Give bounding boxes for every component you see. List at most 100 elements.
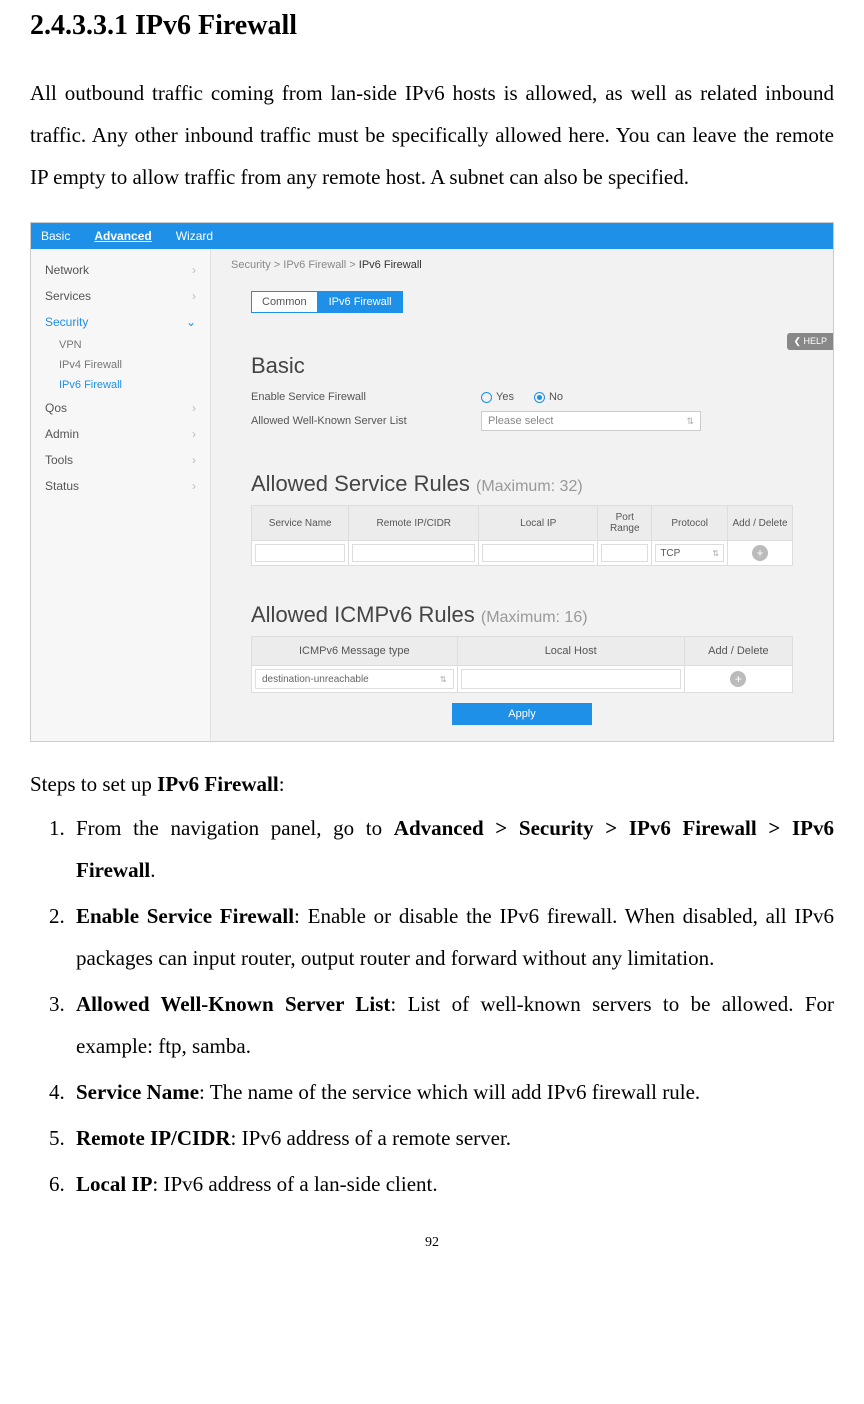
subtab-ipv6-firewall[interactable]: IPv6 Firewall bbox=[318, 291, 403, 313]
sidebar-item-qos[interactable]: Qos › bbox=[31, 395, 210, 421]
sidebar-label: Network bbox=[45, 263, 89, 277]
sidebar-sub-vpn[interactable]: VPN bbox=[31, 335, 210, 355]
icmp-rules-title: Allowed ICMPv6 Rules (Maximum: 16) bbox=[251, 602, 793, 628]
col-local-host: Local Host bbox=[457, 637, 684, 666]
sidebar-label: Services bbox=[45, 289, 91, 303]
basic-title: Basic bbox=[251, 353, 793, 379]
enable-firewall-row: Enable Service Firewall Yes No bbox=[251, 387, 793, 407]
sidebar: Network › Services › Security ⌄ VPN IPv4… bbox=[31, 249, 211, 741]
chevron-down-icon: ⌄ bbox=[186, 315, 196, 329]
step4-rest: : The name of the service which will add… bbox=[199, 1080, 700, 1104]
content-area: Security > IPv6 Firewall > IPv6 Firewall… bbox=[211, 249, 833, 741]
local-host-input[interactable] bbox=[461, 669, 681, 689]
col-icmp-add-delete: Add / Delete bbox=[684, 637, 792, 666]
steps-intro-suffix: : bbox=[279, 772, 285, 796]
allowed-list-select[interactable]: Please select ⇅ bbox=[481, 411, 701, 431]
sidebar-item-status[interactable]: Status › bbox=[31, 473, 210, 499]
step4-bold: Service Name bbox=[76, 1080, 199, 1104]
list-item: Allowed Well-Known Server List: List of … bbox=[70, 983, 834, 1067]
enable-firewall-radio-group: Yes No bbox=[481, 391, 563, 403]
select-arrows-icon: ⇅ bbox=[686, 417, 694, 426]
sidebar-label: Admin bbox=[45, 427, 79, 441]
app-body: Network › Services › Security ⌄ VPN IPv4… bbox=[31, 249, 833, 741]
sidebar-label: Status bbox=[45, 479, 79, 493]
chevron-right-icon: › bbox=[192, 289, 196, 303]
list-item: Service Name: The name of the service wh… bbox=[70, 1071, 834, 1113]
select-placeholder: Please select bbox=[488, 415, 553, 427]
sidebar-item-admin[interactable]: Admin › bbox=[31, 421, 210, 447]
help-button[interactable]: ❮ HELP bbox=[787, 333, 833, 350]
col-local-ip: Local IP bbox=[479, 506, 598, 541]
remote-ip-input[interactable] bbox=[352, 544, 475, 562]
icmp-rules-title-main: Allowed ICMPv6 Rules bbox=[251, 602, 481, 627]
breadcrumb-current: IPv6 Firewall bbox=[359, 259, 422, 271]
sidebar-label: Security bbox=[45, 315, 88, 329]
step2-bold: Enable Service Firewall bbox=[76, 904, 294, 928]
local-ip-input[interactable] bbox=[482, 544, 594, 562]
icmp-type-select[interactable]: destination-unreachable ⇅ bbox=[255, 669, 454, 689]
sidebar-item-network[interactable]: Network › bbox=[31, 257, 210, 283]
port-range-input[interactable] bbox=[601, 544, 648, 562]
sidebar-label: Qos bbox=[45, 401, 67, 415]
protocol-select[interactable]: TCP ⇅ bbox=[655, 544, 724, 562]
subtab-panel: Common IPv6 Firewall bbox=[231, 283, 813, 327]
add-rule-button[interactable]: + bbox=[752, 545, 768, 561]
select-arrows-icon: ⇅ bbox=[440, 675, 447, 684]
tab-basic[interactable]: Basic bbox=[41, 229, 70, 243]
top-nav: Basic Advanced Wizard bbox=[31, 223, 833, 249]
list-item: Remote IP/CIDR: IPv6 address of a remote… bbox=[70, 1117, 834, 1159]
steps-list: From the navigation panel, go to Advance… bbox=[30, 807, 834, 1205]
add-icmp-rule-button[interactable]: + bbox=[730, 671, 746, 687]
chevron-right-icon: › bbox=[192, 479, 196, 493]
step1-prefix: From the navigation panel, go to bbox=[76, 816, 394, 840]
tab-advanced[interactable]: Advanced bbox=[94, 229, 151, 243]
table-row: TCP ⇅ + bbox=[252, 541, 793, 566]
tab-wizard[interactable]: Wizard bbox=[176, 229, 213, 243]
service-rules-table: Service Name Remote IP/CIDR Local IP Por… bbox=[251, 505, 793, 566]
sidebar-item-security[interactable]: Security ⌄ bbox=[31, 309, 210, 335]
page-number: 92 bbox=[30, 1235, 834, 1261]
radio-yes[interactable]: Yes bbox=[481, 391, 514, 403]
service-name-input[interactable] bbox=[255, 544, 345, 562]
col-port-range: Port Range bbox=[598, 506, 652, 541]
service-rules-title-main: Allowed Service Rules bbox=[251, 471, 476, 496]
ui-screenshot: Basic Advanced Wizard Network › Services… bbox=[30, 222, 834, 742]
doc-intro-paragraph: All outbound traffic coming from lan-sid… bbox=[30, 72, 834, 198]
radio-no[interactable]: No bbox=[534, 391, 563, 403]
step6-bold: Local IP bbox=[76, 1172, 152, 1196]
sidebar-sub-ipv4-firewall[interactable]: IPv4 Firewall bbox=[31, 355, 210, 375]
col-service-name: Service Name bbox=[252, 506, 349, 541]
sub-tabs: Common IPv6 Firewall bbox=[251, 291, 793, 313]
radio-icon bbox=[534, 392, 545, 403]
radio-icon bbox=[481, 392, 492, 403]
basic-panel: Basic Enable Service Firewall Yes No bbox=[231, 339, 813, 445]
list-item: From the navigation panel, go to Advance… bbox=[70, 807, 834, 891]
step5-bold: Remote IP/CIDR bbox=[76, 1126, 231, 1150]
chevron-right-icon: › bbox=[192, 263, 196, 277]
allowed-list-row: Allowed Well-Known Server List Please se… bbox=[251, 407, 793, 435]
apply-button[interactable]: Apply bbox=[452, 703, 592, 725]
icmp-rules-table: ICMPv6 Message type Local Host Add / Del… bbox=[251, 636, 793, 693]
icmp-rules-title-muted: (Maximum: 16) bbox=[481, 609, 588, 626]
breadcrumb-path: Security > IPv6 Firewall > bbox=[231, 259, 359, 271]
list-item: Enable Service Firewall: Enable or disab… bbox=[70, 895, 834, 979]
icmp-type-value: destination-unreachable bbox=[262, 674, 369, 685]
subtab-common[interactable]: Common bbox=[251, 291, 318, 313]
col-add-delete: Add / Delete bbox=[728, 506, 793, 541]
step3-bold: Allowed Well-Known Server List bbox=[76, 992, 390, 1016]
steps-intro: Steps to set up IPv6 Firewall: bbox=[30, 772, 834, 797]
sidebar-label: Tools bbox=[45, 453, 73, 467]
step5-rest: : IPv6 address of a remote server. bbox=[231, 1126, 512, 1150]
step6-rest: : IPv6 address of a lan-side client. bbox=[152, 1172, 437, 1196]
doc-section-heading: 2.4.3.3.1 IPv6 Firewall bbox=[30, 10, 834, 42]
service-rules-panel: Allowed Service Rules (Maximum: 32) Serv… bbox=[231, 457, 813, 576]
step1-suffix: . bbox=[150, 858, 155, 882]
col-icmp-type: ICMPv6 Message type bbox=[252, 637, 458, 666]
allowed-list-label: Allowed Well-Known Server List bbox=[251, 415, 481, 427]
sidebar-sub-ipv6-firewall[interactable]: IPv6 Firewall bbox=[31, 375, 210, 395]
icmp-rules-panel: Allowed ICMPv6 Rules (Maximum: 16) ICMPv… bbox=[231, 588, 813, 735]
service-rules-title: Allowed Service Rules (Maximum: 32) bbox=[251, 471, 793, 497]
sidebar-item-services[interactable]: Services › bbox=[31, 283, 210, 309]
enable-firewall-label: Enable Service Firewall bbox=[251, 391, 481, 403]
sidebar-item-tools[interactable]: Tools › bbox=[31, 447, 210, 473]
